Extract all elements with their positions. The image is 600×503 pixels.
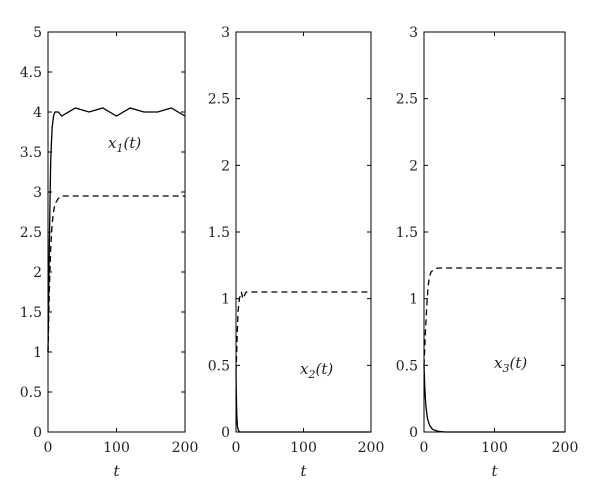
x-tick-label: 200 <box>172 440 199 456</box>
x-tick-label: 200 <box>358 440 385 456</box>
y-tick-label: 0 <box>221 425 230 441</box>
series-solid-line <box>235 371 371 433</box>
series-annotation: x1(t) <box>108 134 141 155</box>
plot-frame <box>47 31 186 433</box>
y-tick-label: 2 <box>33 265 42 281</box>
y-tick-label: 5 <box>33 25 42 41</box>
series-solid-line <box>47 107 186 353</box>
y-tick-label: 1.5 <box>208 225 230 241</box>
y-tick-label: 0.5 <box>396 358 418 374</box>
series-dashed-line <box>235 291 371 373</box>
plot-frame <box>235 31 372 433</box>
y-tick-label: 1.5 <box>20 305 42 321</box>
x-axis-label: t <box>300 462 307 480</box>
x-tick-label: 100 <box>290 440 317 456</box>
series-dashed-line <box>423 267 565 366</box>
y-tick-label: 1 <box>221 292 230 308</box>
y-tick-label: 2.5 <box>396 92 418 108</box>
plot-frame <box>423 31 566 433</box>
y-tick-label: 3 <box>409 25 418 41</box>
y-tick-label: 3 <box>33 185 42 201</box>
y-tick-label: 0.5 <box>208 358 230 374</box>
y-tick-label: 4.5 <box>20 65 42 81</box>
y-tick-label: 0 <box>409 425 418 441</box>
y-tick-label: 2 <box>221 158 230 174</box>
y-tick-label: 2 <box>409 158 418 174</box>
x-axis-label: t <box>113 462 120 480</box>
series-dashed-line <box>47 195 185 353</box>
panel-3: 0 0.5 1 1.5 2 2.5 3 0 100 200 t x3(t) <box>396 25 579 480</box>
y-tick-label: 2.5 <box>20 225 42 241</box>
y-tick-label: 3 <box>221 25 230 41</box>
x-tick-label: 100 <box>103 440 130 456</box>
x-tick-label: 100 <box>481 440 508 456</box>
x-tick-label: 200 <box>552 440 579 456</box>
x-tick-label: 0 <box>420 440 429 456</box>
x-tick-label: 0 <box>232 440 241 456</box>
y-tick-label: 1 <box>33 345 42 361</box>
y-tick-label: 3.5 <box>20 145 42 161</box>
x-tick-label: 0 <box>44 440 53 456</box>
panel-1: 0 0.5 1 1.5 2 2.5 3 3.5 4 4.5 5 0 100 200 t x1(t) <box>20 25 199 480</box>
y-tick-label: 0.5 <box>20 385 42 401</box>
series-annotation: x3(t) <box>494 354 527 375</box>
y-tick-label: 1 <box>409 292 418 308</box>
y-tick-label: 4 <box>33 105 42 121</box>
panel-2: 0 0.5 1 1.5 2 2.5 3 0 100 200 t x2(t) <box>208 25 385 480</box>
y-tick-label: 0 <box>33 425 42 441</box>
series-annotation: x2(t) <box>300 360 333 381</box>
y-tick-label: 2.5 <box>208 92 230 108</box>
y-tick-label: 1.5 <box>396 225 418 241</box>
x-axis-label: t <box>491 462 498 480</box>
series-solid-line <box>423 365 565 433</box>
